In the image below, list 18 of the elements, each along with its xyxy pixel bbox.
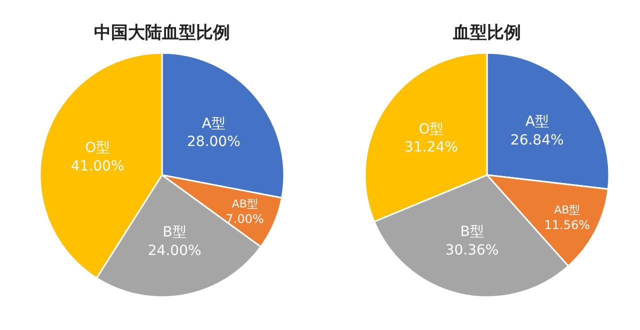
data-label: 7.00% — [226, 212, 264, 226]
data-label: 28.00% — [187, 134, 240, 150]
slice-label: AB型 — [554, 203, 580, 216]
data-label: 31.24% — [404, 140, 458, 156]
slice-label: A型 — [202, 116, 226, 132]
data-label: 41.00% — [70, 158, 124, 174]
slice-label: O型 — [85, 140, 110, 156]
data-label: 30.36% — [445, 242, 499, 258]
data-label: 11.56% — [544, 218, 590, 232]
chart-title: 血型比例 — [452, 23, 521, 43]
slice-label: A型 — [525, 114, 549, 130]
slice-label: B型 — [162, 224, 186, 241]
slice-label: B型 — [460, 224, 484, 240]
slice-label: O型 — [418, 122, 444, 138]
data-label: 24.00% — [148, 242, 202, 259]
chart-title: 中国大陆血型比例 — [94, 23, 230, 43]
slice-label: AB型 — [232, 198, 258, 211]
data-label: 26.84% — [510, 132, 564, 148]
